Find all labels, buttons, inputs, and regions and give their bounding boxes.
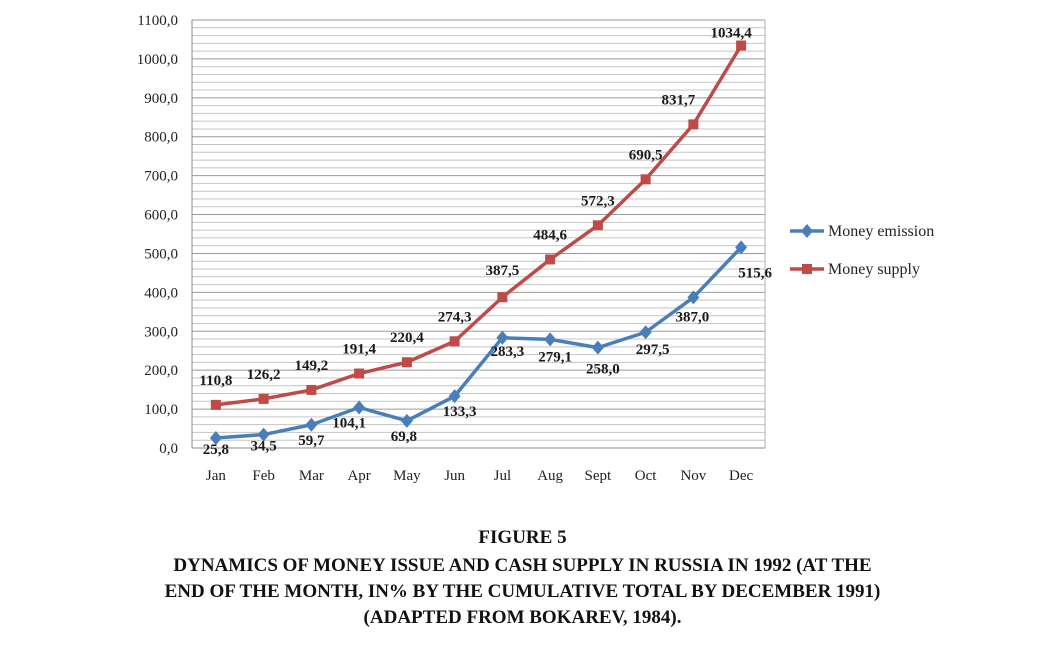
line-chart: 0,0 100,0 200,0 300,0 400,0 500,0 600,0 700,0 80… [137, 13, 934, 484]
money-emission-point [400, 413, 413, 428]
legend: Money emission Money supply [790, 223, 934, 278]
legend-square-marker [802, 264, 812, 274]
caption-line-3: (ADAPTED FROM BOKAREV, 1984). [363, 607, 682, 628]
y-tick-label: 500,0 [144, 246, 178, 262]
legend-label: Money supply [828, 261, 920, 278]
y-tick-label: 100,0 [144, 402, 178, 418]
y-tick-label: 400,0 [144, 285, 178, 301]
money-emission-point [591, 340, 604, 355]
money-emission-point [448, 389, 461, 404]
money-supply-point [640, 174, 651, 185]
legend-diamond-marker [801, 224, 813, 238]
money-supply-point [545, 254, 556, 265]
money-supply-point [210, 399, 221, 410]
x-tick-label: May [393, 468, 421, 484]
y-tick-label: 1100,0 [137, 13, 178, 29]
caption-line-1: DYNAMICS OF MONEY ISSUE AND CASH SUPPLY … [173, 555, 872, 576]
x-tick-label: Oct [635, 468, 657, 484]
money-supply-point [354, 368, 365, 379]
money-supply-point [736, 40, 747, 51]
money-supply-data-label: 484,6 [533, 227, 567, 243]
series-lines [209, 40, 748, 445]
money-emission-point [735, 240, 748, 255]
legend-label: Money emission [828, 223, 934, 240]
money-emission-point [544, 332, 557, 347]
money-supply-point [592, 220, 603, 231]
x-tick-label: Jul [494, 468, 512, 484]
x-tick-label: Apr [347, 468, 370, 484]
x-tick-label: Feb [252, 468, 275, 484]
money-emission-data-label: 104,1 [332, 415, 366, 431]
money-supply-data-label: 149,2 [295, 358, 329, 374]
money-supply-data-label: 690,5 [629, 147, 663, 163]
data-labels: 110,8 126,2 149,2 191,4 220,4 274,3 387,5 484,6… [199, 26, 772, 458]
money-emission-point [687, 290, 700, 305]
money-emission-data-label: 283,3 [491, 344, 525, 360]
money-emission-point [353, 400, 366, 415]
money-supply-point [401, 357, 412, 368]
money-emission-point [209, 430, 222, 445]
figure-label: FIGURE 5 [478, 527, 567, 548]
y-tick-label: 300,0 [144, 324, 178, 340]
y-tick-label: 200,0 [144, 363, 178, 379]
money-emission-data-label: 387,0 [676, 309, 710, 325]
money-emission-data-label: 279,1 [538, 349, 572, 365]
money-emission-data-label: 59,7 [298, 433, 325, 449]
money-emission-data-label: 25,8 [203, 442, 229, 458]
money-emission-data-label: 34,5 [251, 439, 277, 455]
money-supply-data-label: 274,3 [438, 309, 472, 325]
x-tick-label: Mar [299, 468, 324, 484]
money-emission-data-label: 69,8 [391, 429, 417, 445]
money-supply-data-label: 220,4 [390, 330, 424, 346]
y-tick-label: 900,0 [144, 91, 178, 107]
money-supply-data-label: 572,3 [581, 193, 615, 209]
axes [191, 20, 766, 449]
caption-line-2: END OF THE MONTH, IN% BY THE CUMULATIVE … [164, 581, 881, 602]
money-supply-point [258, 393, 269, 404]
money-emission-point [496, 330, 509, 345]
series-line-1 [215, 246, 743, 440]
money-emission-data-label: 297,5 [636, 342, 670, 358]
money-emission-data-label: 258,0 [586, 362, 620, 378]
money-emission-data-label: 133,3 [443, 404, 477, 420]
money-supply-point [449, 336, 460, 347]
x-axis-tick-labels: Jan Feb Mar Apr May Jun Jul Aug Sept Oct Nov Dec [206, 468, 754, 484]
money-emission-point [257, 427, 270, 442]
y-tick-label: 0,0 [159, 441, 178, 457]
money-supply-data-label: 1034,4 [711, 26, 753, 42]
money-supply-data-label: 191,4 [342, 342, 376, 358]
money-supply-data-label: 387,5 [486, 263, 520, 279]
money-supply-data-label: 126,2 [247, 367, 281, 383]
money-supply-data-label: 110,8 [199, 373, 232, 389]
grid-lines [192, 19, 765, 449]
money-supply-point [497, 292, 508, 303]
money-supply-data-label: 831,7 [662, 92, 696, 108]
y-tick-label: 800,0 [144, 130, 178, 146]
y-tick-label: 1000,0 [137, 52, 178, 68]
series-line-2 [215, 44, 743, 407]
money-emission-data-label: 515,6 [738, 265, 772, 281]
x-tick-label: Jun [444, 468, 465, 484]
x-tick-label: Jan [206, 468, 226, 484]
x-tick-label: Nov [680, 468, 706, 484]
money-emission-point [639, 325, 652, 340]
x-tick-label: Dec [729, 468, 753, 484]
y-axis-tick-labels: 0,0 100,0 200,0 300,0 400,0 500,0 600,0 700,0 80… [137, 13, 178, 457]
money-supply-point [306, 384, 317, 395]
x-tick-label: Aug [537, 468, 563, 484]
y-tick-label: 700,0 [144, 169, 178, 185]
y-tick-label: 600,0 [144, 208, 178, 224]
x-tick-label: Sept [585, 468, 613, 484]
money-emission-point [305, 417, 318, 432]
money-supply-point [688, 119, 699, 130]
